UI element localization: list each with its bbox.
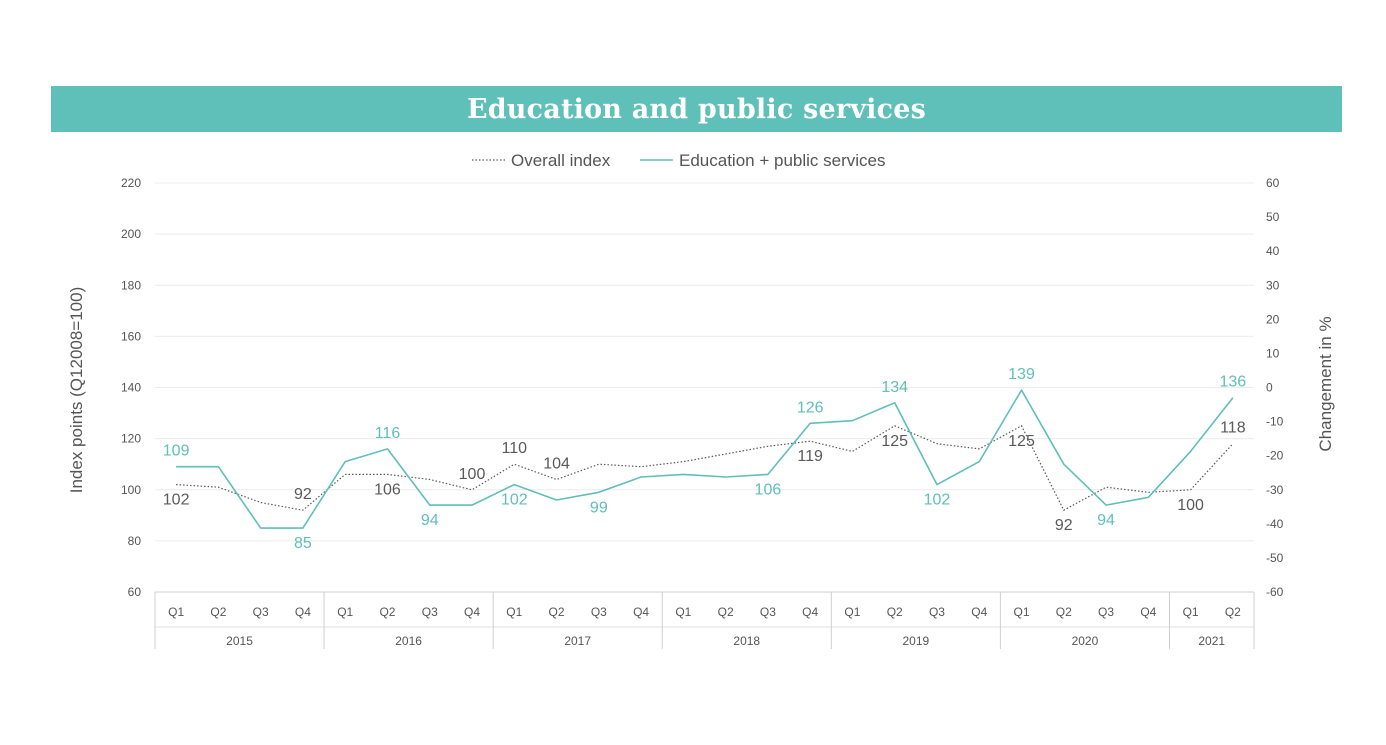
x-tick-label: Q2 xyxy=(718,605,734,619)
education-data-label: 126 xyxy=(797,399,824,416)
x-tick-label: Q4 xyxy=(633,605,649,619)
education-data-label: 136 xyxy=(1220,374,1247,391)
y2-tick-label: 40 xyxy=(1266,244,1280,258)
x-tick-label: Q2 xyxy=(1225,605,1241,619)
x-tick-label: Q1 xyxy=(1183,605,1199,619)
y-tick-label: 120 xyxy=(121,432,141,446)
x-tick-label: Q2 xyxy=(1056,605,1072,619)
x-tick-label: Q2 xyxy=(379,605,395,619)
y2-tick-label: -20 xyxy=(1266,449,1284,463)
overall-data-label: 106 xyxy=(374,481,401,498)
education-data-label: 85 xyxy=(294,535,312,552)
overall-data-label: 104 xyxy=(543,456,570,473)
education-data-label: 94 xyxy=(421,512,439,529)
x-tick-label: Q1 xyxy=(506,605,522,619)
x-tick-label: Q3 xyxy=(929,605,945,619)
education-data-label: 99 xyxy=(590,499,608,516)
y-tick-label: 100 xyxy=(121,483,141,497)
overall-data-label: 92 xyxy=(1055,517,1073,534)
x-tick-label: Q1 xyxy=(844,605,860,619)
education-data-label: 134 xyxy=(881,379,908,396)
x-tick-label: Q4 xyxy=(971,605,987,619)
x-tick-label: Q4 xyxy=(802,605,818,619)
chart-title: Education and public services xyxy=(466,93,927,125)
x-tick-label: Q1 xyxy=(168,605,184,619)
year-label: 2019 xyxy=(902,634,929,648)
education-line xyxy=(176,389,1234,529)
y-tick-label: 180 xyxy=(121,278,141,292)
education-data-label: 102 xyxy=(924,492,951,509)
y-tick-label: 140 xyxy=(121,381,141,395)
y2-tick-label: 10 xyxy=(1266,346,1280,360)
x-tick-label: Q1 xyxy=(1014,605,1030,619)
y-tick-label: 60 xyxy=(128,585,142,599)
x-tick-label: Q1 xyxy=(675,605,691,619)
education-data-label: 109 xyxy=(163,443,190,460)
x-tick-label: Q1 xyxy=(337,605,353,619)
education-data-label: 106 xyxy=(755,481,782,498)
y2-tick-label: 60 xyxy=(1266,176,1280,190)
overall-data-label: 100 xyxy=(1177,497,1204,514)
x-tick-label: Q2 xyxy=(549,605,565,619)
y2-tick-label: -50 xyxy=(1266,551,1284,565)
y2-tick-label: -40 xyxy=(1266,517,1284,531)
legend-education-label: Education + public services xyxy=(679,151,885,170)
year-label: 2021 xyxy=(1198,634,1225,648)
x-tick-label: Q4 xyxy=(1140,605,1156,619)
education-data-label: 116 xyxy=(375,425,401,442)
y2-tick-label: -30 xyxy=(1266,483,1284,497)
y2-tick-label: -60 xyxy=(1266,585,1284,599)
y-tick-label: 220 xyxy=(121,176,141,190)
y2-tick-label: 50 xyxy=(1266,210,1280,224)
y-tick-label: 160 xyxy=(121,329,141,343)
x-tick-label: Q3 xyxy=(253,605,269,619)
overall-data-label: 125 xyxy=(1008,433,1035,450)
x-tick-label: Q3 xyxy=(1098,605,1114,619)
year-label: 2020 xyxy=(1072,634,1099,648)
education-data-label: 102 xyxy=(501,492,528,509)
overall-data-label: 100 xyxy=(459,466,486,483)
overall-data-label: 118 xyxy=(1220,420,1246,437)
x-tick-label: Q2 xyxy=(210,605,226,619)
y-axis-label: Index points (Q12008=100) xyxy=(67,287,86,494)
line-chart: 6080100120140160180200220-60-50-40-30-20… xyxy=(67,151,1335,649)
y2-tick-label: 20 xyxy=(1266,312,1280,326)
legend-overall-label: Overall index xyxy=(511,151,611,170)
y-tick-label: 200 xyxy=(121,227,141,241)
y2-tick-label: 0 xyxy=(1266,381,1273,395)
x-tick-label: Q4 xyxy=(295,605,311,619)
x-tick-label: Q4 xyxy=(464,605,480,619)
x-tick-label: Q2 xyxy=(887,605,903,619)
overall-data-label: 119 xyxy=(797,448,823,465)
overall-data-label: 125 xyxy=(881,433,908,450)
overall-data-label: 102 xyxy=(163,492,190,509)
y2-axis-label: Changement in % xyxy=(1316,316,1335,451)
y2-tick-label: -10 xyxy=(1266,415,1284,429)
overall-index-line xyxy=(176,425,1234,511)
year-label: 2015 xyxy=(226,634,253,648)
year-label: 2016 xyxy=(395,634,422,648)
education-data-label: 94 xyxy=(1097,512,1115,529)
x-tick-label: Q3 xyxy=(591,605,607,619)
overall-data-label: 110 xyxy=(502,440,528,457)
education-data-label: 139 xyxy=(1008,366,1035,383)
y2-tick-label: 30 xyxy=(1266,278,1280,292)
overall-data-label: 92 xyxy=(294,486,312,503)
year-label: 2018 xyxy=(733,634,760,648)
x-tick-label: Q3 xyxy=(422,605,438,619)
year-label: 2017 xyxy=(564,634,591,648)
x-tick-label: Q3 xyxy=(760,605,776,619)
y-tick-label: 80 xyxy=(128,534,142,548)
title-banner: Education and public services xyxy=(51,86,1342,132)
